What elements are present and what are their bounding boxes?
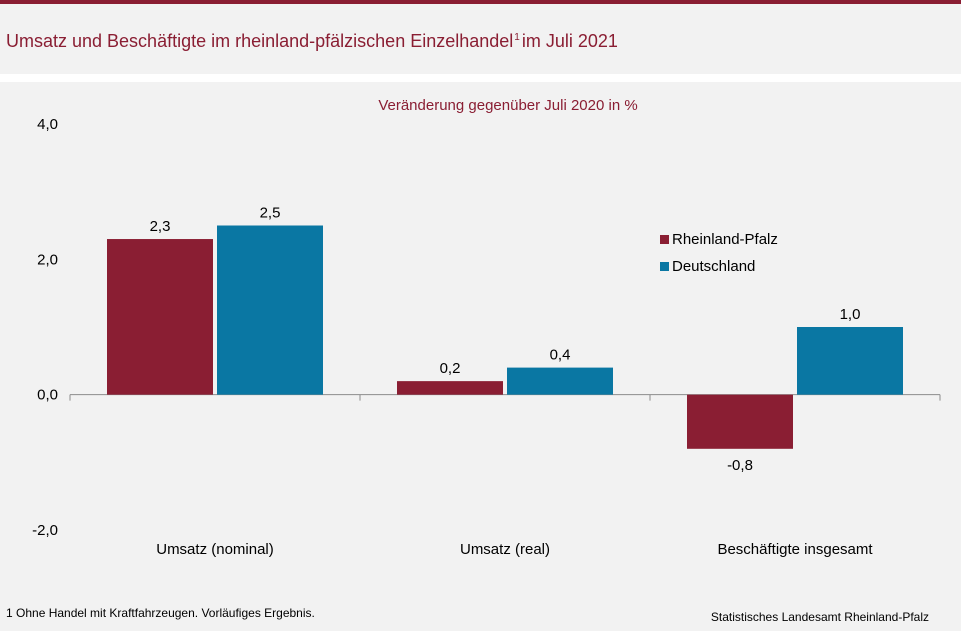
bar <box>797 327 903 395</box>
bar <box>397 381 503 395</box>
title-main: Umsatz und Beschäftigte im rheinland-pfä… <box>6 31 514 51</box>
bar <box>507 367 613 395</box>
y-tick-label: 0,0 <box>37 387 58 404</box>
header: Umsatz und Beschäftigte im rheinland-pfä… <box>0 4 961 74</box>
x-tick-label: Beschäftigte insgesamt <box>717 541 873 558</box>
data-label: 0,4 <box>550 347 571 364</box>
legend-swatch <box>660 235 669 244</box>
chart-title: Umsatz und Beschäftigte im rheinland-pfä… <box>6 31 618 52</box>
x-tick-label: Umsatz (nominal) <box>156 541 274 558</box>
footnote: 1 Ohne Handel mit Kraftfahrzeugen. Vorlä… <box>6 606 315 620</box>
source-note: Statistisches Landesamt Rheinland-Pfalz <box>710 610 929 624</box>
top-accent-bar <box>0 0 961 4</box>
y-tick-label: 4,0 <box>37 116 58 133</box>
chart-subtitle: Veränderung gegenüber Juli 2020 in % <box>378 97 637 114</box>
title-suffix: im Juli 2021 <box>521 31 618 51</box>
bar <box>107 239 213 395</box>
legend-swatch <box>660 262 669 271</box>
data-label: 2,5 <box>260 205 281 222</box>
legend-label: Deutschland <box>672 258 755 275</box>
data-label: 1,0 <box>840 306 861 323</box>
bar <box>217 225 323 395</box>
title-footnote-marker: 1 <box>514 32 520 43</box>
x-tick-label: Umsatz (real) <box>460 541 550 558</box>
data-label: -0,8 <box>727 457 753 474</box>
bar <box>687 394 793 449</box>
y-tick-label: -2,0 <box>32 522 58 539</box>
legend-label: Rheinland-Pfalz <box>672 231 778 248</box>
data-label: 2,3 <box>150 218 171 235</box>
y-tick-label: 2,0 <box>37 251 58 268</box>
data-label: 0,2 <box>440 360 461 377</box>
